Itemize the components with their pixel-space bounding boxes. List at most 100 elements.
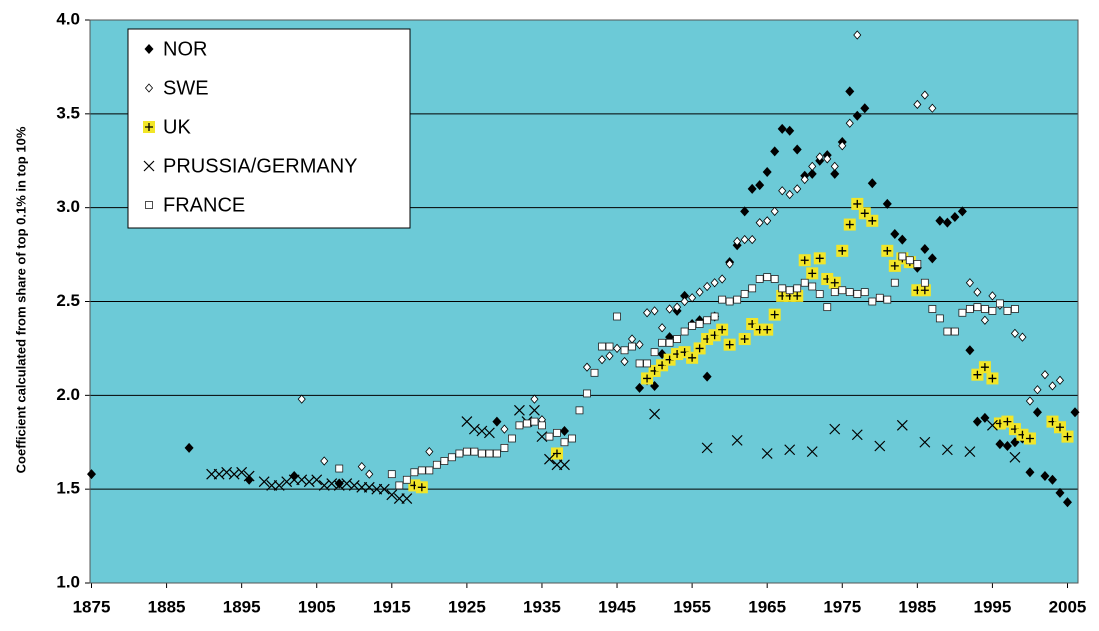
marker xyxy=(348,479,360,491)
marker xyxy=(395,481,404,490)
marker xyxy=(845,288,854,297)
marker xyxy=(643,359,651,368)
legend-label: PRUSSIA/GERMANY xyxy=(163,155,357,177)
marker xyxy=(920,243,930,254)
marker xyxy=(763,216,772,226)
marker xyxy=(598,342,606,351)
marker xyxy=(673,302,682,312)
x-tick-label: 1945 xyxy=(598,597,636,616)
marker xyxy=(928,305,937,313)
marker xyxy=(941,444,953,456)
marker xyxy=(1062,497,1072,508)
marker xyxy=(851,429,863,441)
marker-plus xyxy=(770,310,779,319)
marker xyxy=(829,423,841,435)
marker xyxy=(905,256,914,265)
marker xyxy=(807,168,817,179)
marker xyxy=(530,394,539,404)
marker xyxy=(425,447,434,457)
legend-label: UK xyxy=(163,116,191,138)
marker xyxy=(341,478,353,489)
marker xyxy=(258,476,270,488)
marker-plus xyxy=(860,209,869,218)
marker-plus xyxy=(718,325,727,334)
x-tick-label: 1955 xyxy=(673,597,711,616)
marker xyxy=(950,327,959,336)
x-tick-label: 1995 xyxy=(973,597,1011,616)
marker xyxy=(710,312,719,321)
marker xyxy=(950,212,960,223)
marker xyxy=(1003,306,1012,315)
marker xyxy=(874,440,886,452)
marker xyxy=(733,236,742,247)
marker xyxy=(890,228,900,239)
marker xyxy=(845,86,855,97)
marker xyxy=(688,293,697,303)
marker-plus xyxy=(793,291,802,300)
marker xyxy=(808,161,817,171)
marker xyxy=(964,446,976,458)
marker xyxy=(493,449,501,458)
marker xyxy=(913,99,922,110)
marker-plus xyxy=(763,325,772,334)
marker xyxy=(228,468,240,480)
marker xyxy=(658,323,667,333)
marker-plus xyxy=(800,256,809,265)
marker xyxy=(432,460,441,469)
marker xyxy=(649,408,660,420)
marker-plus xyxy=(815,254,824,263)
marker xyxy=(536,431,548,443)
marker xyxy=(1011,305,1019,313)
marker xyxy=(143,121,155,133)
marker xyxy=(515,421,524,430)
marker xyxy=(560,438,569,447)
marker xyxy=(882,198,892,209)
marker-plus xyxy=(808,269,817,278)
marker xyxy=(635,340,644,350)
marker xyxy=(965,345,975,356)
marker xyxy=(514,404,525,416)
marker xyxy=(559,459,570,471)
marker xyxy=(896,419,908,431)
marker xyxy=(755,275,764,283)
marker xyxy=(897,234,907,245)
marker-plus xyxy=(1055,423,1064,432)
marker xyxy=(643,308,652,318)
marker xyxy=(815,290,824,298)
marker xyxy=(236,466,248,478)
marker xyxy=(477,449,486,458)
marker xyxy=(927,253,937,264)
marker-plus xyxy=(1025,434,1034,443)
marker xyxy=(808,282,817,291)
marker xyxy=(605,342,614,351)
marker-plus xyxy=(417,483,426,492)
marker-plus xyxy=(868,216,877,225)
marker xyxy=(357,462,366,472)
x-tick-label: 1925 xyxy=(448,597,486,616)
marker xyxy=(468,423,480,435)
marker xyxy=(935,215,945,226)
y-tick-label: 3.0 xyxy=(56,197,80,216)
marker xyxy=(763,273,772,282)
marker xyxy=(485,449,494,458)
marker xyxy=(144,83,154,93)
marker xyxy=(731,434,743,446)
marker-plus xyxy=(695,344,704,353)
marker xyxy=(673,335,681,343)
marker xyxy=(635,359,644,368)
marker xyxy=(860,103,870,114)
x-tick-label: 2005 xyxy=(1049,597,1087,616)
marker xyxy=(738,333,751,346)
marker xyxy=(688,321,697,330)
marker xyxy=(296,474,308,486)
marker xyxy=(800,278,809,287)
x-tick-label: 1895 xyxy=(223,597,261,616)
marker xyxy=(965,305,974,313)
marker xyxy=(777,123,787,134)
marker xyxy=(1061,430,1074,443)
marker xyxy=(981,305,989,313)
marker xyxy=(378,483,390,495)
marker xyxy=(988,306,997,315)
marker xyxy=(538,421,546,430)
